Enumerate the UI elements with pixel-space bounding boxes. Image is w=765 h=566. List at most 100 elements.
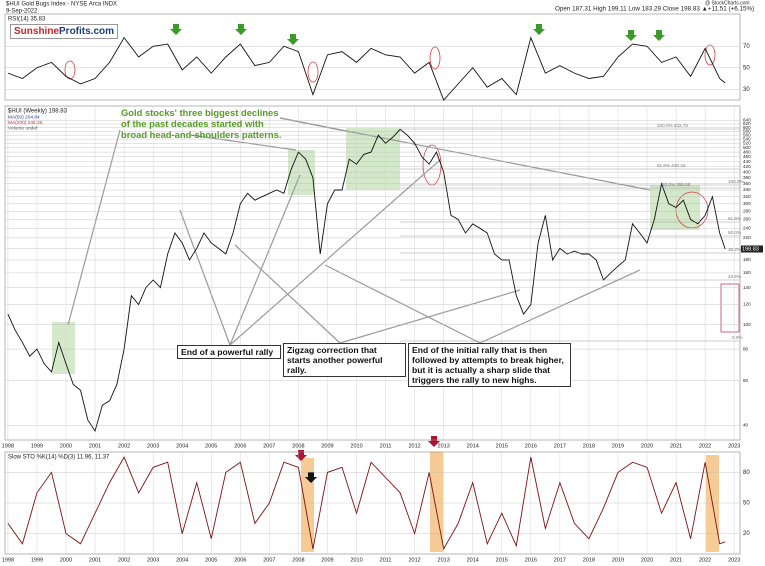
chart-date: 9-Sep-2022	[6, 9, 38, 15]
legend-entry: MA(50) 204.84	[8, 114, 40, 120]
fib-label: 100.0% 632.76	[657, 123, 688, 128]
x-tick-label: 2022	[699, 557, 711, 563]
x-tick-label: 2016	[525, 557, 537, 563]
y-tick-label: 160	[743, 270, 751, 275]
connector	[339, 289, 521, 344]
y-tick-label: 560	[743, 132, 751, 137]
x-tick-label: 2003	[147, 443, 159, 449]
series-line	[7, 36, 726, 101]
x-tick-label: 2006	[234, 443, 246, 449]
y-tick-label: 460	[743, 154, 751, 159]
y-tick-label: 540	[743, 136, 751, 141]
arrow	[235, 24, 247, 35]
legend-entry: Volume undef	[8, 125, 38, 131]
last-value-bg	[741, 245, 763, 253]
x-tick-label: 2012	[408, 443, 420, 449]
y-tick-label: 300	[743, 201, 751, 206]
y-tick-label: 500	[743, 145, 751, 150]
panel-title: $HUI (Weekly) 198.83	[8, 109, 68, 115]
x-tick-label: 2020	[641, 443, 653, 449]
y-tick-label: 580	[743, 129, 751, 134]
series-line	[7, 456, 726, 551]
x-tick-label: 2001	[89, 443, 101, 449]
arrow	[625, 30, 637, 41]
y-tick-label: 180	[743, 257, 751, 262]
y-tick-label: 100	[743, 322, 751, 327]
fib-label: 0.0%	[732, 335, 742, 340]
y-tick-label: 240	[743, 226, 751, 231]
fib-label: 61.8%	[728, 216, 741, 221]
panel: 20 50 80 1998 1999 2000 2001 2002 2003 2004 2005 20…	[2, 451, 750, 563]
y-tick-label: 70	[743, 44, 750, 50]
y-tick-label: 80	[743, 346, 749, 351]
arrow	[170, 24, 182, 35]
x-tick-label: 2018	[583, 443, 595, 449]
y-tick-label: 480	[743, 149, 751, 154]
connector	[67, 129, 121, 326]
panel: 4060801001201401601802002202402602803003…	[2, 105, 763, 449]
y-tick-label: 380	[743, 175, 751, 180]
y-tick-label: 400	[743, 169, 751, 174]
arrows	[170, 24, 665, 483]
logo-part: Sunshine	[14, 26, 60, 37]
header: $HUI Gold Bugs Index - NYSE Arca INDX 9-…	[6, 0, 754, 14]
x-tick-label: 2022	[699, 443, 711, 449]
x-tick-label: 2023	[728, 557, 740, 563]
x-tick-label: 2013	[438, 557, 450, 563]
x-tick-label: 2002	[118, 443, 130, 449]
fib-label: 38.2%	[728, 247, 741, 252]
fib-label: 23.6%	[728, 274, 741, 279]
y-tick-label: 120	[743, 302, 751, 307]
circles	[64, 44, 740, 333]
x-tick-label: 2015	[496, 443, 508, 449]
legend-entry: MA(200) 245.35	[8, 120, 43, 126]
x-tick-label: 2008	[292, 557, 304, 563]
last-value-label: 198.83	[742, 246, 759, 252]
x-tick-label: 2002	[118, 557, 130, 563]
x-tick-label: 2015	[496, 557, 508, 563]
y-tick-label: 440	[743, 159, 751, 164]
arrow	[295, 450, 307, 461]
annotation: Zigzag correction that starts another po…	[283, 343, 406, 377]
rsi-circle	[64, 60, 76, 80]
y-tick-label: 600	[743, 125, 751, 130]
x-tick-label: 2005	[205, 443, 217, 449]
panel-title: Slow STO %K(14) %D(3) 11.96, 11.37	[8, 455, 110, 461]
x-tick-label: 2004	[176, 443, 188, 449]
arrow	[305, 472, 317, 483]
y-tick-label: 420	[743, 164, 751, 169]
x-tick-label: 2004	[176, 557, 188, 563]
y-tick-label: 20	[743, 531, 750, 537]
price-circle	[422, 144, 442, 186]
y-tick-label: 220	[743, 235, 751, 240]
y-tick-label: 520	[743, 141, 751, 146]
x-tick-label: 2011	[380, 557, 392, 563]
connector	[229, 159, 441, 346]
arrow	[533, 24, 545, 35]
rsi-circle	[307, 61, 319, 83]
logo: SunshineProfits.com	[10, 24, 119, 39]
y-tick-label: 320	[743, 194, 751, 199]
ohlc: Open 187.31 High 199.11 Low 183.29 Close…	[555, 6, 754, 13]
panel: 30 50 70 RSI(14) 35.83	[4, 13, 750, 101]
fib-label: 100.0%	[728, 179, 744, 184]
y-tick-label: 60	[743, 378, 749, 383]
x-tick-label: 2018	[583, 557, 595, 563]
y-tick-label: 30	[743, 87, 750, 93]
x-tick-label: 2011	[380, 443, 392, 449]
sto-highlights	[301, 452, 719, 552]
hs-box	[650, 185, 700, 230]
y-tick-label: 640	[743, 118, 751, 123]
fib-label: 61.8% 420.34	[657, 163, 686, 168]
connector	[324, 264, 481, 344]
x-tick-label: 2023	[728, 443, 740, 449]
x-tick-label: 1998	[2, 557, 14, 563]
x-tick-label: 2020	[641, 557, 653, 563]
x-tick-label: 2021	[670, 443, 682, 449]
y-tick-label: 620	[743, 121, 751, 126]
pattern-highlights	[52, 128, 700, 374]
x-tick-label: 1998	[2, 443, 14, 449]
x-tick-label: 2010	[350, 557, 362, 563]
connector	[179, 209, 231, 346]
